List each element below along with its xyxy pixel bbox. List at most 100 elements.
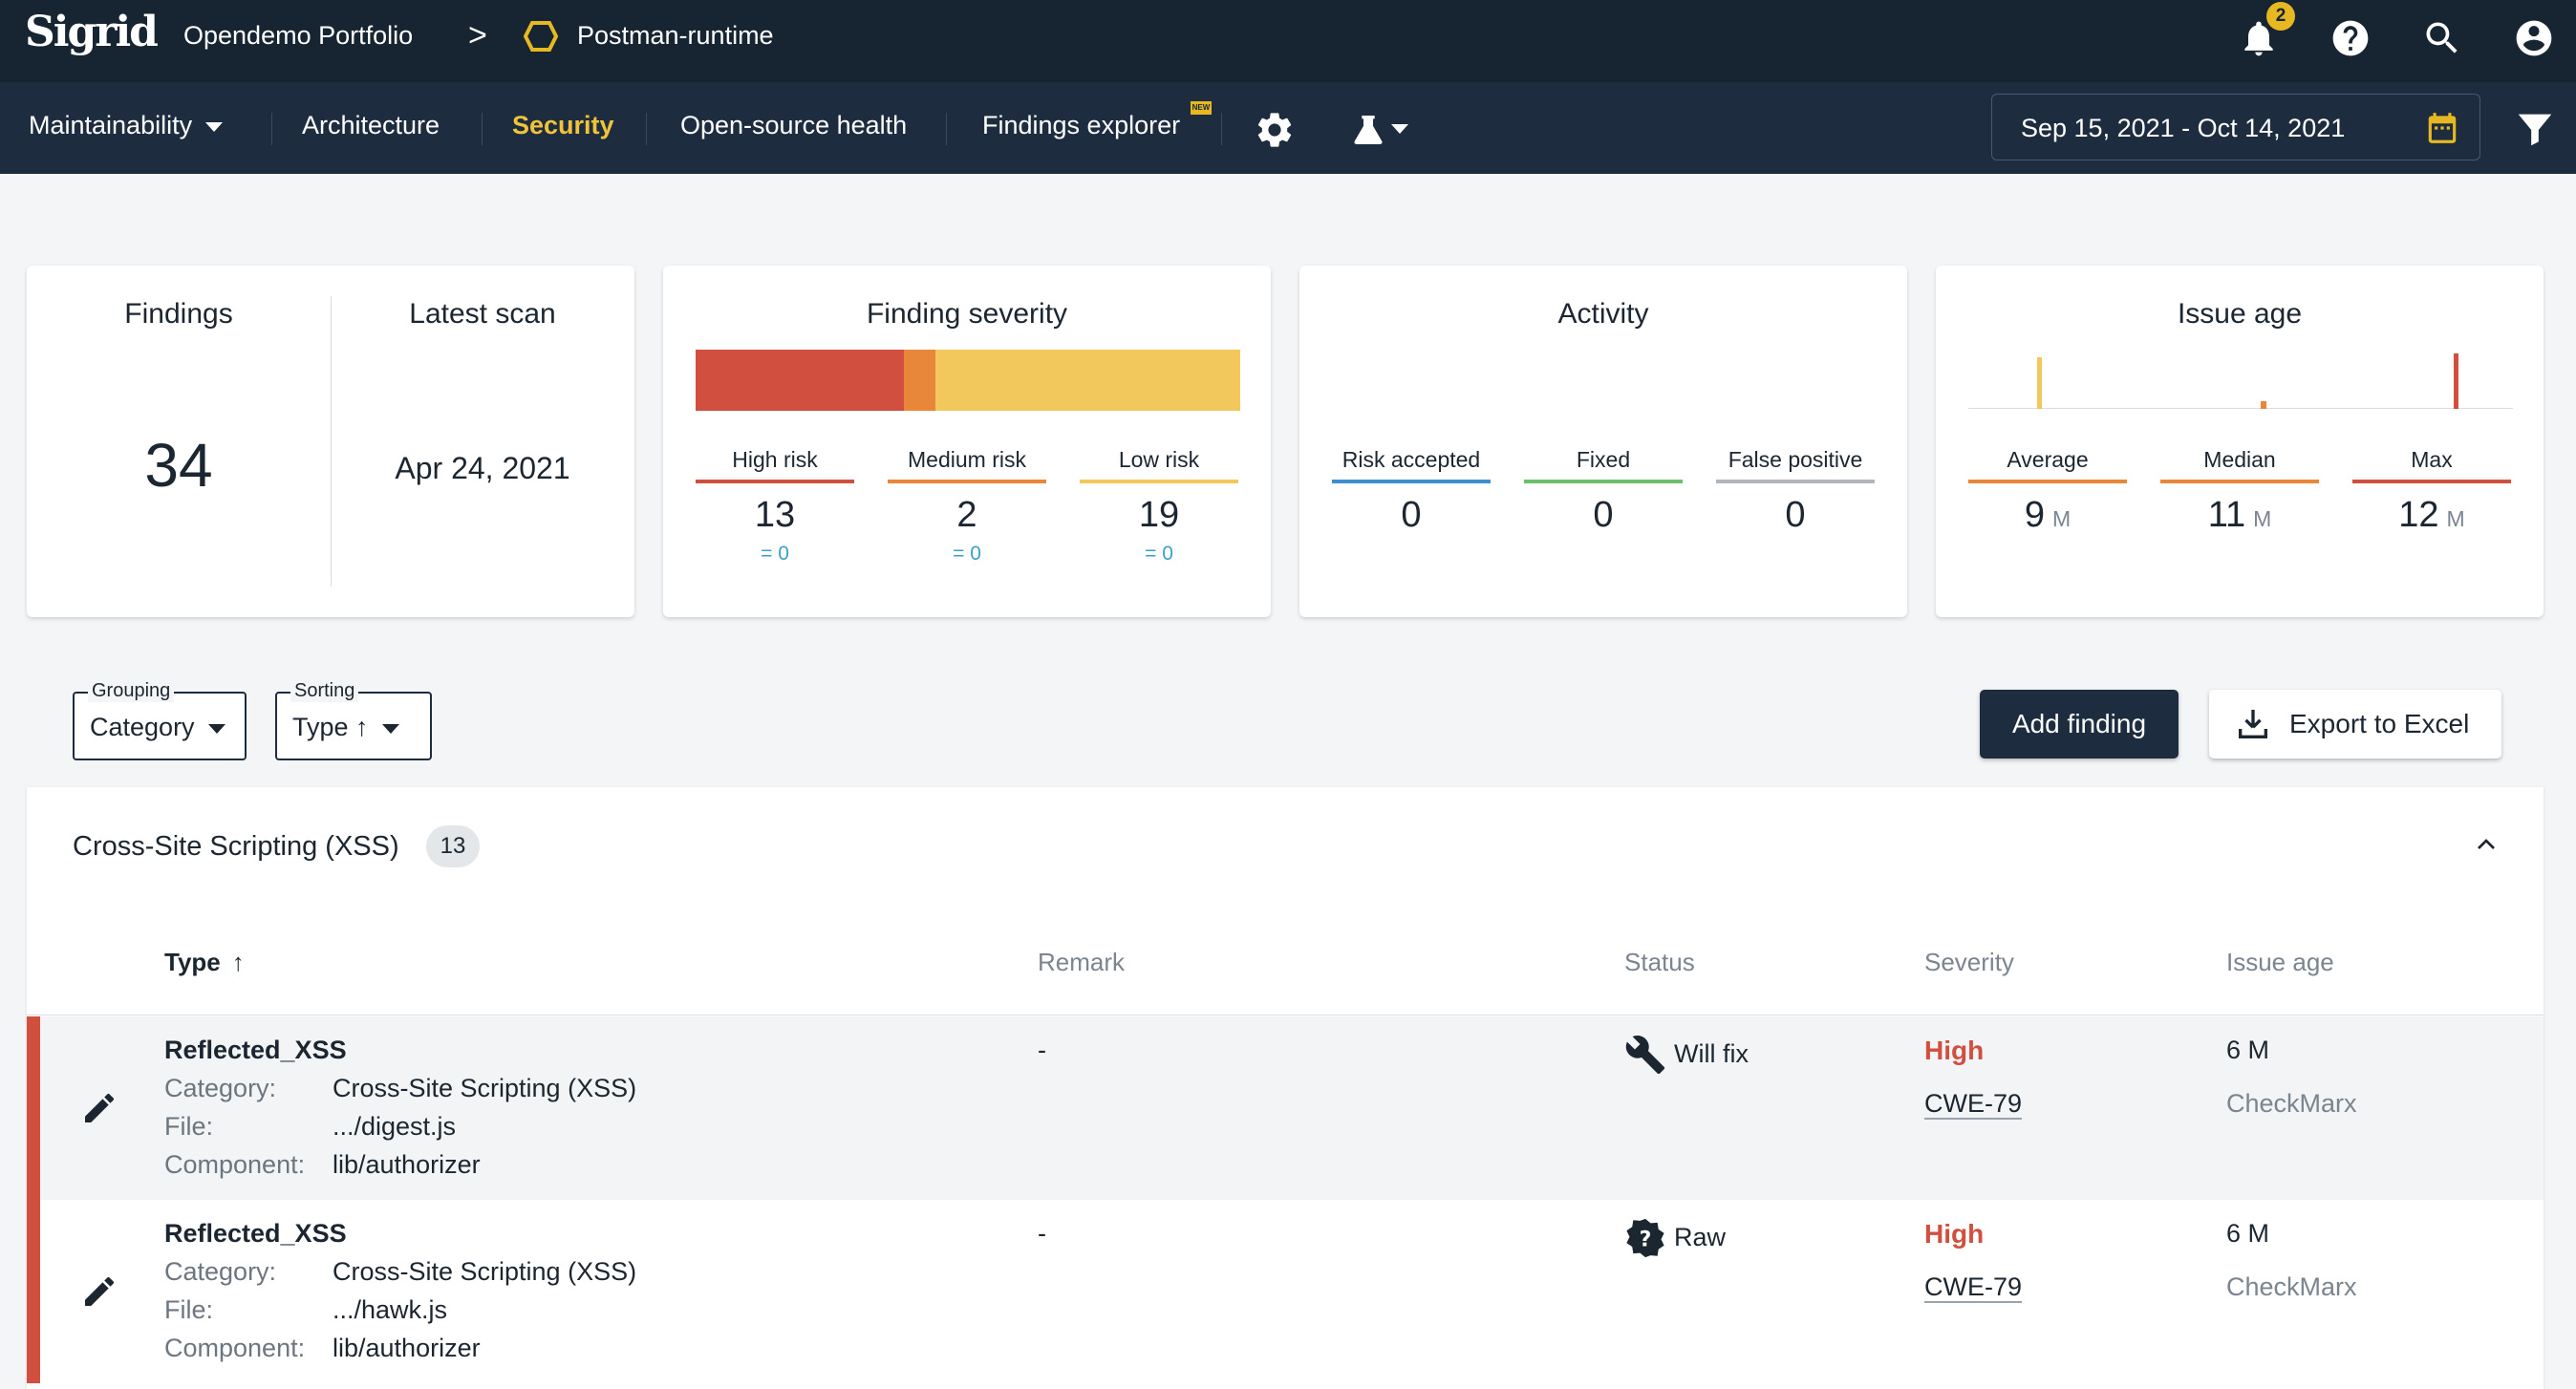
sorting-select[interactable]: Sorting Type ↑ [275,680,432,760]
component-key: Component: [164,1334,306,1362]
question-badge-icon: ? [1626,1218,1664,1258]
latest-scan-date: Apr 24, 2021 [395,451,570,485]
severity-indicator [27,1016,40,1200]
medium-risk-count: 2 [956,495,977,535]
finding-age: 6 M [2226,1036,2270,1064]
nav-divider [271,113,272,145]
edit-icon[interactable] [80,1089,118,1127]
issue-age-spike-low [2037,357,2042,409]
edit-icon[interactable] [80,1272,118,1311]
finding-component: lib/authorizer [333,1150,481,1179]
gear-icon[interactable] [1254,109,1296,151]
flask-icon [1354,116,1383,144]
help-icon[interactable] [2329,17,2372,59]
sigrid-logo[interactable]: Sigrid [25,8,159,56]
wrench-icon [1625,1036,1665,1075]
activity-card: Activity Risk accepted 0 Fixed 0 False p… [1299,266,1907,617]
finding-category: Cross-Site Scripting (XSS) [333,1074,637,1102]
max-value: 12 M [2352,495,2511,536]
tab-security[interactable]: Security [512,111,614,139]
cwe-link[interactable]: CWE-79 [1924,1272,2023,1301]
component-key: Component: [164,1150,306,1179]
tab-maintainability-label: Maintainability [29,111,193,139]
finding-category: Cross-Site Scripting (XSS) [333,1257,637,1286]
bell-icon[interactable] [2238,17,2280,59]
low-risk-label: Low risk [1118,447,1200,472]
lab-menu[interactable] [1349,109,1426,151]
nav-divider [646,113,647,145]
column-header-type[interactable]: Type ↑ [164,948,245,977]
finding-remark: - [1038,1219,1046,1248]
finding-age: 6 M [2226,1219,2270,1248]
average-label: Average [2007,447,2089,472]
high-risk-delta: = 0 [761,543,789,565]
medium-risk-delta: = 0 [953,543,981,565]
group-title[interactable]: Cross-Site Scripting (XSS) [73,831,399,862]
cwe-link[interactable]: CWE-79 [1924,1089,2023,1118]
finding-file: .../hawk.js [333,1295,448,1324]
issue-age-spike-medium [2261,401,2266,409]
column-header-issue-age[interactable]: Issue age [2226,948,2334,976]
findings-group-xss: Cross-Site Scripting (XSS) 13 Type ↑ Rema… [27,787,2544,1389]
table-row[interactable]: Reflected_XSS Category: Cross-Site Scrip… [27,1200,2544,1383]
false-positive-underline [1716,480,1875,483]
average-underline [1968,480,2127,483]
median-underline [2160,480,2319,483]
column-header-severity[interactable]: Severity [1924,948,2014,976]
issue-age-baseline [1968,408,2513,409]
false-positive-label: False positive [1728,447,1863,472]
date-range-picker[interactable]: Sep 15, 2021 - Oct 14, 2021 [1991,94,2480,160]
grouping-select[interactable]: Grouping Category [73,680,247,760]
risk-accepted-label: Risk accepted [1342,447,1481,472]
finding-severity: High [1924,1219,1985,1249]
account-icon[interactable] [2513,17,2555,59]
sorting-legend: Sorting [290,680,359,702]
date-range-value: Sep 15, 2021 - Oct 14, 2021 [2021,114,2346,142]
tab-open-source-health[interactable]: Open-source health [680,111,908,139]
filter-icon[interactable] [2513,107,2557,151]
finding-remark: - [1038,1036,1046,1064]
max-underline [2352,480,2511,483]
download-icon [2239,710,2267,738]
new-badge: NEW [1191,101,1212,115]
false-positive-count: 0 [1785,495,1806,535]
project-breadcrumb[interactable]: Postman-runtime [577,21,774,50]
findings-title: Findings [124,298,233,330]
grouping-value: Category [90,713,225,742]
fixed-count: 0 [1593,495,1614,535]
search-icon[interactable] [2421,17,2463,59]
chevron-up-icon[interactable] [2471,829,2501,860]
high-risk-label: High risk [732,447,818,472]
table-row[interactable]: Reflected_XSS Category: Cross-Site Scrip… [27,1016,2544,1200]
risk-accepted-underline [1332,480,1491,483]
finding-file: .../digest.js [333,1112,457,1141]
severity-card: Finding severity High risk 13 = 0 Medium… [663,266,1271,617]
column-header-remark[interactable]: Remark [1038,948,1126,976]
fixed-underline [1524,480,1683,483]
tab-findings-explorer[interactable]: Findings explorer [982,111,1181,139]
severity-title: Finding severity [866,298,1068,330]
severity-bar [696,350,1240,411]
medium-risk-label: Medium risk [908,447,1026,472]
finding-status[interactable]: Raw [1674,1223,1727,1251]
card-divider [331,296,332,587]
category-key: Category: [164,1074,277,1102]
finding-type: Reflected_XSS [164,1036,347,1064]
median-number: 11 [2207,495,2246,535]
export-excel-button[interactable]: Export to Excel [2209,690,2501,759]
tab-architecture[interactable]: Architecture [302,111,440,139]
severity-bar-high [696,350,904,411]
tab-maintainability[interactable]: Maintainability [29,111,224,140]
findings-card: Findings 34 Latest scan Apr 24, 2021 [27,266,634,617]
finding-status[interactable]: Will fix [1674,1039,1749,1068]
grouping-legend: Grouping [88,680,175,702]
column-header-status[interactable]: Status [1624,948,1695,976]
average-number: 9 [2024,495,2045,535]
max-unit: M [2446,506,2465,531]
average-unit: M [2051,506,2072,531]
portfolio-breadcrumb[interactable]: Opendemo Portfolio [183,21,414,50]
add-finding-button[interactable]: Add finding [1980,690,2179,759]
chevron-down-icon [1391,124,1408,134]
